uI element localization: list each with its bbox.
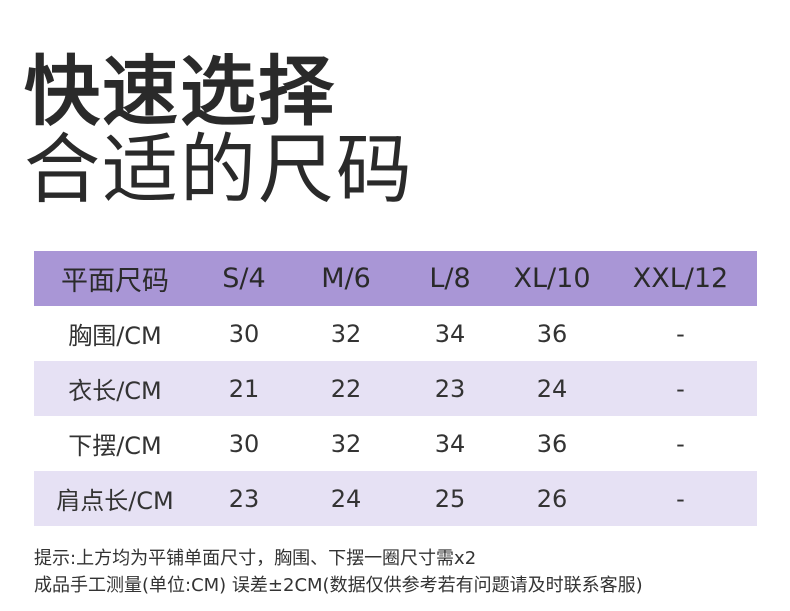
table-cell: - <box>676 484 685 513</box>
page-title-line-1: 快速选择 <box>24 47 336 136</box>
table-row-shoulder: 肩点长/CM 23 24 25 26 - <box>34 471 757 526</box>
table-cell: 23 <box>228 484 260 513</box>
table-cell: 21 <box>228 374 260 403</box>
table-cell: 34 <box>434 429 466 458</box>
header-size-l: L/8 <box>429 263 471 294</box>
table-cell: 24 <box>536 374 568 403</box>
disclaimer-note: 成品手工测量(单位:CM) 误差±2CM(数据仅供参考若有问题请及时联系客服) <box>34 575 643 596</box>
header-size-xxl: XXL/12 <box>632 263 729 294</box>
row-label: 下摆/CM <box>68 432 162 460</box>
table-header-row: 平面尺码 S/4 M/6 L/8 XL/10 XXL/12 <box>34 251 757 306</box>
header-size-xl: XL/10 <box>513 263 591 294</box>
table-cell: - <box>676 374 685 403</box>
table-cell: 30 <box>228 319 260 348</box>
header-size-label: 平面尺码 <box>61 266 169 297</box>
table-cell: 22 <box>330 374 362 403</box>
table-cell: 26 <box>536 484 568 513</box>
measurement-note: 提示:上方均为平铺单面尺寸，胸围、下摆一圈尺寸需x2 <box>34 548 477 569</box>
table-row-chest: 胸围/CM 30 32 34 36 - <box>34 306 757 361</box>
row-label: 胸围/CM <box>68 322 162 350</box>
table-cell: - <box>676 429 685 458</box>
table-cell: 24 <box>330 484 362 513</box>
size-chart-table: 平面尺码 S/4 M/6 L/8 XL/10 XXL/12 胸围/CM 30 3… <box>34 251 757 526</box>
table-cell: 25 <box>434 484 466 513</box>
table-cell: 23 <box>434 374 466 403</box>
table-cell: 36 <box>536 319 568 348</box>
table-cell: 36 <box>536 429 568 458</box>
row-label: 肩点长/CM <box>56 487 174 515</box>
table-cell: 30 <box>228 429 260 458</box>
row-label: 衣长/CM <box>68 377 162 405</box>
table-row-hem: 下摆/CM 30 32 34 36 - <box>34 416 757 471</box>
header-size-m: M/6 <box>321 263 371 294</box>
page-title-line-2: 合适的尺码 <box>24 125 414 214</box>
table-cell: 32 <box>330 429 362 458</box>
header-size-s: S/4 <box>222 263 266 294</box>
table-cell: 32 <box>330 319 362 348</box>
table-cell: 34 <box>434 319 466 348</box>
table-cell: - <box>676 319 685 348</box>
table-row-length: 衣长/CM 21 22 23 24 - <box>34 361 757 416</box>
